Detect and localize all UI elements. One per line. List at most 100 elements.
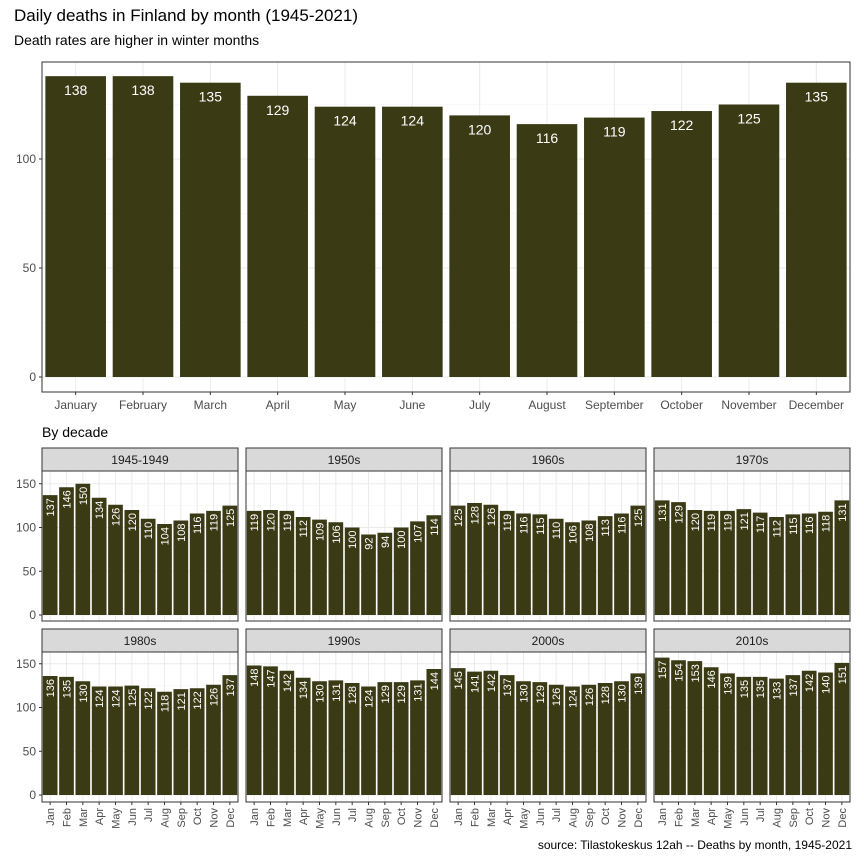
facet-bar — [295, 517, 311, 615]
facet-y-tick-label: 0 — [29, 788, 36, 802]
facet-bar — [467, 503, 482, 615]
bar-value-label: 135 — [805, 89, 829, 105]
facet-panel: 2010s 157 154 153 146 139 135 135 133 137 142 140 15… — [653, 628, 851, 829]
facet-panel-background — [654, 652, 850, 802]
facet-x-tick-label: Nov — [209, 808, 221, 828]
facet-x-tick-label: Sep — [584, 808, 596, 828]
bar-value-label: 129 — [266, 102, 290, 118]
y-tick-label: 100 — [16, 152, 36, 166]
facet-bar-value-label: 137 — [788, 678, 800, 696]
facet-strip-label: 2000s — [532, 634, 565, 648]
facet-bar-value-label: 116 — [804, 517, 816, 535]
facet-bar-value-label: 116 — [519, 517, 531, 535]
facet-bar — [703, 667, 719, 795]
facet-bar-value-label: 117 — [755, 516, 767, 534]
facet-bar-value-label: 137 — [225, 678, 237, 696]
facet-x-tick-label: Dec — [633, 808, 645, 828]
facet-bar-value-label: 104 — [160, 527, 172, 545]
facet-bar — [263, 666, 278, 795]
facet-bar — [581, 684, 597, 795]
facet-panel-background — [42, 652, 238, 802]
facet-x-tick-label: May — [723, 808, 735, 829]
facet-bar-value-label: 126 — [486, 508, 498, 526]
facet-bar-value-label: 148 — [249, 669, 261, 687]
facet-panel: 1970s 131 129 120 119 119 121 117 112 115 116 118 13… — [653, 447, 851, 622]
facet-bar — [483, 504, 499, 615]
facet-x-tick-label: Jun — [127, 808, 139, 826]
facet-bar — [279, 670, 295, 795]
facet-x-tick-label: May — [111, 808, 123, 829]
facet-bar-value-label: 153 — [690, 664, 702, 682]
facet-bar — [42, 495, 58, 615]
facet-y-tick-label: 0 — [29, 608, 36, 622]
facet-bar-value-label: 134 — [94, 501, 106, 519]
facet-bar-value-label: 119 — [723, 514, 735, 532]
facet-bar-value-label: 118 — [160, 695, 172, 713]
facet-x-tick-label: Feb — [266, 808, 278, 827]
facet-bar — [687, 661, 703, 795]
x-tick-label: December — [789, 398, 844, 412]
facet-bar — [91, 686, 107, 795]
facet-x-tick-label: Oct — [396, 808, 408, 825]
facet-bar — [736, 509, 752, 615]
facet-bar — [630, 505, 646, 615]
facet-bar — [834, 500, 850, 615]
facet-bar — [548, 684, 564, 795]
facet-panel: 1950s 119 120 119 112 109 106 100 92 94 100 107 114 — [245, 447, 443, 622]
facet-bar — [140, 688, 156, 795]
facet-bar-value-label: 120 — [690, 513, 702, 531]
facet-bar — [630, 673, 646, 795]
facet-bar — [246, 510, 262, 615]
facet-bar — [752, 512, 768, 615]
facet-x-tick-label: Oct — [192, 808, 204, 825]
facet-bar — [312, 519, 327, 615]
bar — [651, 111, 712, 377]
facet-bar-value-label: 115 — [788, 517, 800, 535]
facet-bar — [548, 518, 564, 615]
bar-value-label: 125 — [737, 111, 761, 127]
bar-value-label: 138 — [64, 82, 88, 98]
facet-bar — [222, 675, 238, 795]
facet-bar-value-label: 119 — [209, 514, 221, 532]
facet-bar — [467, 671, 482, 795]
facet-bar-value-label: 114 — [429, 518, 441, 536]
facet-panel: 1980s 136 135 130 124 124 125 122 118 121 122 126 13… — [16, 628, 239, 829]
facet-y-tick-label: 50 — [23, 744, 37, 758]
facet-bar — [377, 532, 393, 615]
bar — [718, 104, 780, 377]
facet-x-tick-label: Jul — [143, 808, 155, 822]
facet-bar — [581, 520, 597, 615]
facet-bar — [703, 510, 719, 615]
facet-panel-border — [41, 651, 239, 803]
facet-bar-value-label: 92 — [364, 538, 376, 550]
facet-x-tick-label: Apr — [706, 808, 718, 825]
facet-strip-label: 1945-1949 — [111, 453, 169, 467]
facet-bar-value-label: 150 — [78, 487, 90, 505]
facet-bar — [393, 527, 409, 615]
facet-bar-value-label: 130 — [78, 684, 90, 702]
facet-bar — [328, 522, 344, 615]
bar — [516, 124, 578, 378]
facet-x-tick-label: Feb — [470, 808, 482, 827]
facet-x-tick-label: Nov — [617, 808, 629, 828]
facet-bar — [532, 514, 548, 615]
facet-y-tick-label: 100 — [16, 521, 36, 535]
facet-panel-background — [450, 471, 646, 621]
facet-bar — [206, 510, 221, 615]
facet-bar-value-label: 130 — [315, 684, 327, 702]
facet-panel: 1960s 125 128 126 119 116 115 110 106 108 113 116 12… — [449, 447, 647, 622]
bar-value-label: 138 — [131, 82, 155, 98]
facet-bar — [108, 686, 123, 795]
facet-bar — [279, 510, 295, 615]
facet-x-tick-label: May — [519, 808, 531, 829]
facet-bar-value-label: 122 — [143, 691, 155, 709]
facet-x-tick-label: Feb — [674, 808, 686, 827]
facet-bar-value-label: 142 — [486, 674, 498, 692]
facet-x-tick-label: Jun — [739, 808, 751, 826]
facet-bar — [565, 686, 580, 795]
facet-bar — [124, 685, 140, 795]
facet-bar-value-label: 129 — [535, 685, 547, 703]
facet-bar — [312, 681, 327, 795]
x-tick-label: October — [660, 398, 703, 412]
facet-bar-value-label: 119 — [706, 514, 718, 532]
